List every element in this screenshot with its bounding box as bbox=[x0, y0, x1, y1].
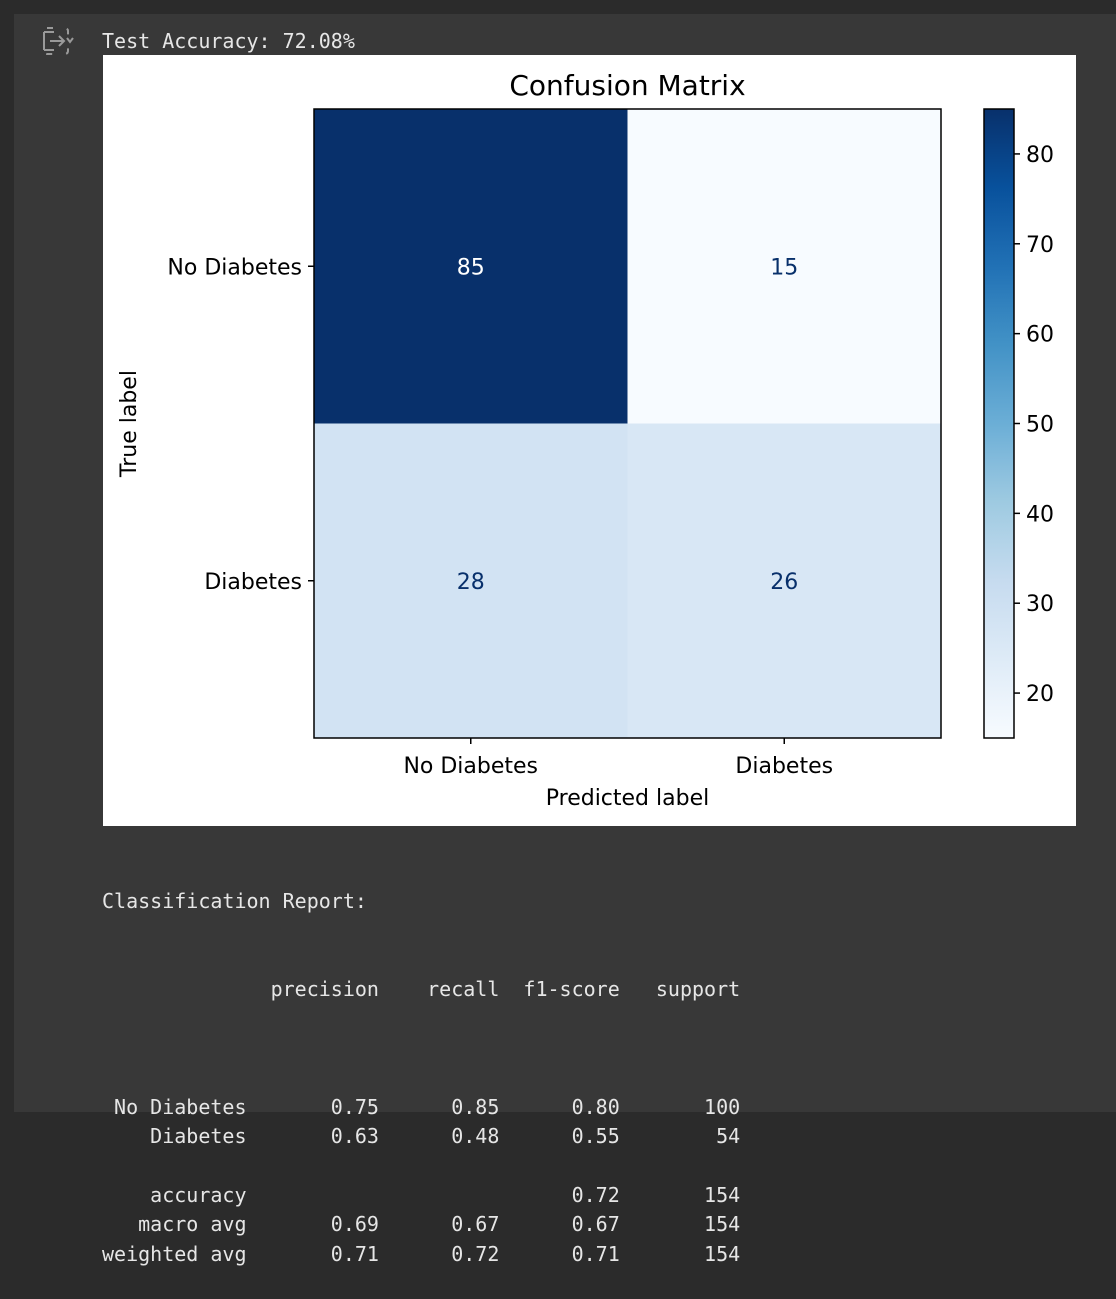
test-accuracy-text: Test Accuracy: 72.08% bbox=[102, 29, 355, 53]
report-row: Diabetes 0.63 0.48 0.55 54 bbox=[102, 1124, 741, 1149]
matrix-cell-value: 85 bbox=[457, 255, 485, 280]
matrix-cell bbox=[627, 423, 941, 738]
colorbar-tick-label: 20 bbox=[1026, 682, 1054, 707]
matrix-cell-value: 15 bbox=[770, 255, 798, 280]
colorbar-tick-label: 70 bbox=[1026, 233, 1054, 258]
report-row bbox=[102, 1151, 740, 1180]
matrix-frame bbox=[313, 108, 942, 739]
matrix-cell-value: 26 bbox=[770, 570, 798, 595]
output-toggle-icon[interactable] bbox=[40, 26, 76, 56]
y-axis-label: True label bbox=[117, 370, 142, 478]
report-row: weighted avg 0.71 0.72 0.71 154 bbox=[102, 1241, 741, 1266]
report-row: macro avg 0.69 0.67 0.67 154 bbox=[102, 1212, 741, 1237]
report-row: accuracy 0.72 154 bbox=[102, 1182, 741, 1207]
x-tick-label: Diabetes bbox=[735, 754, 833, 779]
confusion-matrix-chart: Confusion Matrix 85 15 28 26 No Diabetes Diabe… bbox=[117, 69, 1054, 811]
colorbar-tick-label: 60 bbox=[1026, 323, 1054, 348]
report-header: precision recall f1-score support bbox=[102, 977, 741, 1002]
colorbar-tick-label: 50 bbox=[1026, 413, 1054, 438]
report-row bbox=[102, 1063, 740, 1092]
report-title: Classification Report: bbox=[102, 888, 367, 913]
report-lines: No Diabetes 0.75 0.85 0.80 100 Diabetes … bbox=[102, 1063, 740, 1269]
colorbar-tick-label: 40 bbox=[1026, 502, 1054, 527]
colorbar-tick-label: 80 bbox=[1026, 143, 1054, 168]
chart-title: Confusion Matrix bbox=[509, 69, 745, 102]
report-row: No Diabetes 0.75 0.85 0.80 100 bbox=[102, 1094, 741, 1119]
confusion-matrix-figure: Confusion Matrix 85 15 28 26 No Diabetes Diabe… bbox=[103, 55, 1076, 826]
matrix-cell bbox=[314, 423, 628, 738]
x-tick-label: No Diabetes bbox=[403, 754, 538, 779]
classification-report: Classification Report: precision recall … bbox=[102, 828, 740, 1299]
y-tick-label: No Diabetes bbox=[167, 255, 302, 280]
colorbar bbox=[983, 108, 1015, 739]
matrix-cell-value: 28 bbox=[457, 570, 485, 595]
y-tick-label: Diabetes bbox=[204, 570, 302, 595]
colorbar-tick-label: 30 bbox=[1026, 592, 1054, 617]
x-axis-label: Predicted label bbox=[546, 786, 709, 811]
matrix-cell bbox=[627, 109, 941, 424]
matrix-cell bbox=[314, 109, 628, 424]
